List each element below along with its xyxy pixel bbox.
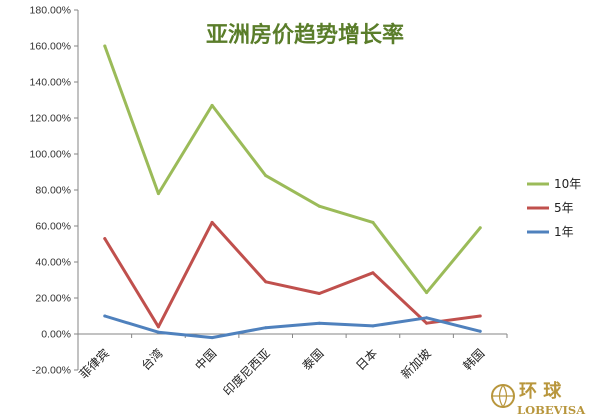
watermark-en: LOBEVISA: [517, 403, 586, 417]
data-point: [425, 321, 429, 325]
legend-label: 1年: [554, 225, 574, 239]
data-point: [371, 324, 375, 328]
watermark-logo: 环 球 LOBEVISA: [491, 381, 586, 417]
y-tick-label: 20.00%: [35, 293, 71, 305]
y-axis: -20.00% 0.00% 20.00% 40.00% 60.00% 80.00% 100.…: [30, 5, 79, 377]
data-point: [478, 226, 482, 230]
data-point: [371, 271, 375, 275]
series-line: [103, 220, 482, 329]
series-line: [103, 314, 482, 340]
data-point: [317, 292, 321, 295]
data-point: [478, 314, 482, 318]
data-point: [156, 330, 160, 334]
y-tick-label: -20.00%: [32, 365, 71, 377]
series-layer: [103, 44, 482, 340]
data-point: [210, 220, 214, 224]
globe-meridian-icon: [492, 384, 514, 408]
series-line: [103, 44, 482, 295]
y-tick-label: 80.00%: [35, 185, 71, 197]
data-point: [264, 280, 268, 284]
legend-label: 10年: [554, 177, 581, 191]
data-point: [478, 329, 482, 333]
data-point: [425, 316, 429, 320]
data-point: [264, 174, 268, 178]
y-tick-label: 180.00%: [30, 5, 71, 17]
y-tick-label: 140.00%: [30, 77, 71, 89]
y-tick-label: 120.00%: [30, 113, 71, 125]
data-point: [103, 314, 107, 318]
data-point: [317, 321, 321, 325]
data-point: [425, 291, 429, 295]
data-point: [371, 220, 375, 224]
legend: 10年 5年 1年: [527, 177, 581, 239]
legend-label: 5年: [554, 201, 574, 215]
data-point: [210, 336, 214, 340]
data-point: [264, 326, 268, 330]
y-tick-label: 0.00%: [41, 329, 71, 341]
data-point: [156, 192, 160, 196]
data-point: [210, 103, 214, 107]
data-point: [156, 325, 160, 329]
data-point: [103, 44, 107, 48]
y-tick-label: 160.00%: [30, 41, 71, 53]
y-tick-label: 100.00%: [30, 149, 71, 161]
data-point: [317, 204, 321, 208]
data-point: [103, 237, 107, 241]
y-tick-label: 60.00%: [35, 221, 71, 233]
y-tick-label: 40.00%: [35, 257, 71, 269]
watermark-cn: 环 球: [519, 381, 562, 402]
chart-title: 亚洲房价趋势增长率: [206, 22, 404, 48]
